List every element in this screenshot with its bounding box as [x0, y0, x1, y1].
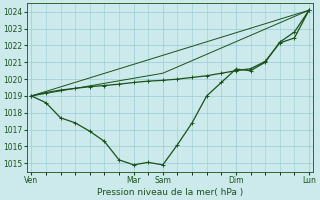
X-axis label: Pression niveau de la mer( hPa ): Pression niveau de la mer( hPa )	[97, 188, 243, 197]
